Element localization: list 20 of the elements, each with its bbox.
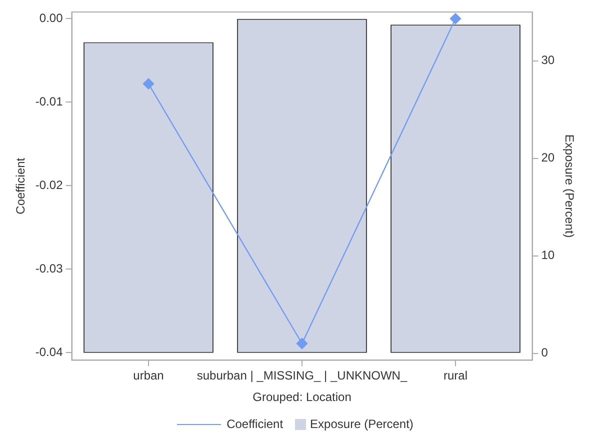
y-axis-title: Coefficient — [14, 157, 28, 214]
y2-tick-label: 20 — [541, 150, 555, 165]
x-axis-title: Grouped: Location — [252, 390, 352, 404]
y-tick-label: -0.02 — [35, 178, 64, 192]
y-tick-label: -0.04 — [35, 344, 64, 359]
x-tick-label: suburban | _MISSING_ | _UNKNOWN_ — [196, 368, 408, 383]
y-tick-label: 0.00 — [39, 10, 64, 25]
y-tick-label: -0.01 — [35, 94, 64, 108]
y2-tick-label: 10 — [541, 248, 555, 262]
y2-tick-label: 0 — [541, 346, 548, 360]
y-tick-label: -0.03 — [35, 261, 64, 276]
legend-label: Exposure (Percent) — [310, 417, 414, 431]
point — [450, 13, 462, 24]
point — [296, 338, 308, 350]
y2-tick-label: 30 — [541, 53, 555, 68]
x-tick-label: rural — [443, 368, 468, 383]
legend-label: Coefficient — [226, 417, 284, 431]
y2-axis-title: Exposure (Percent) — [562, 134, 576, 238]
point — [142, 78, 154, 90]
x-tick-label: urban — [133, 368, 164, 383]
